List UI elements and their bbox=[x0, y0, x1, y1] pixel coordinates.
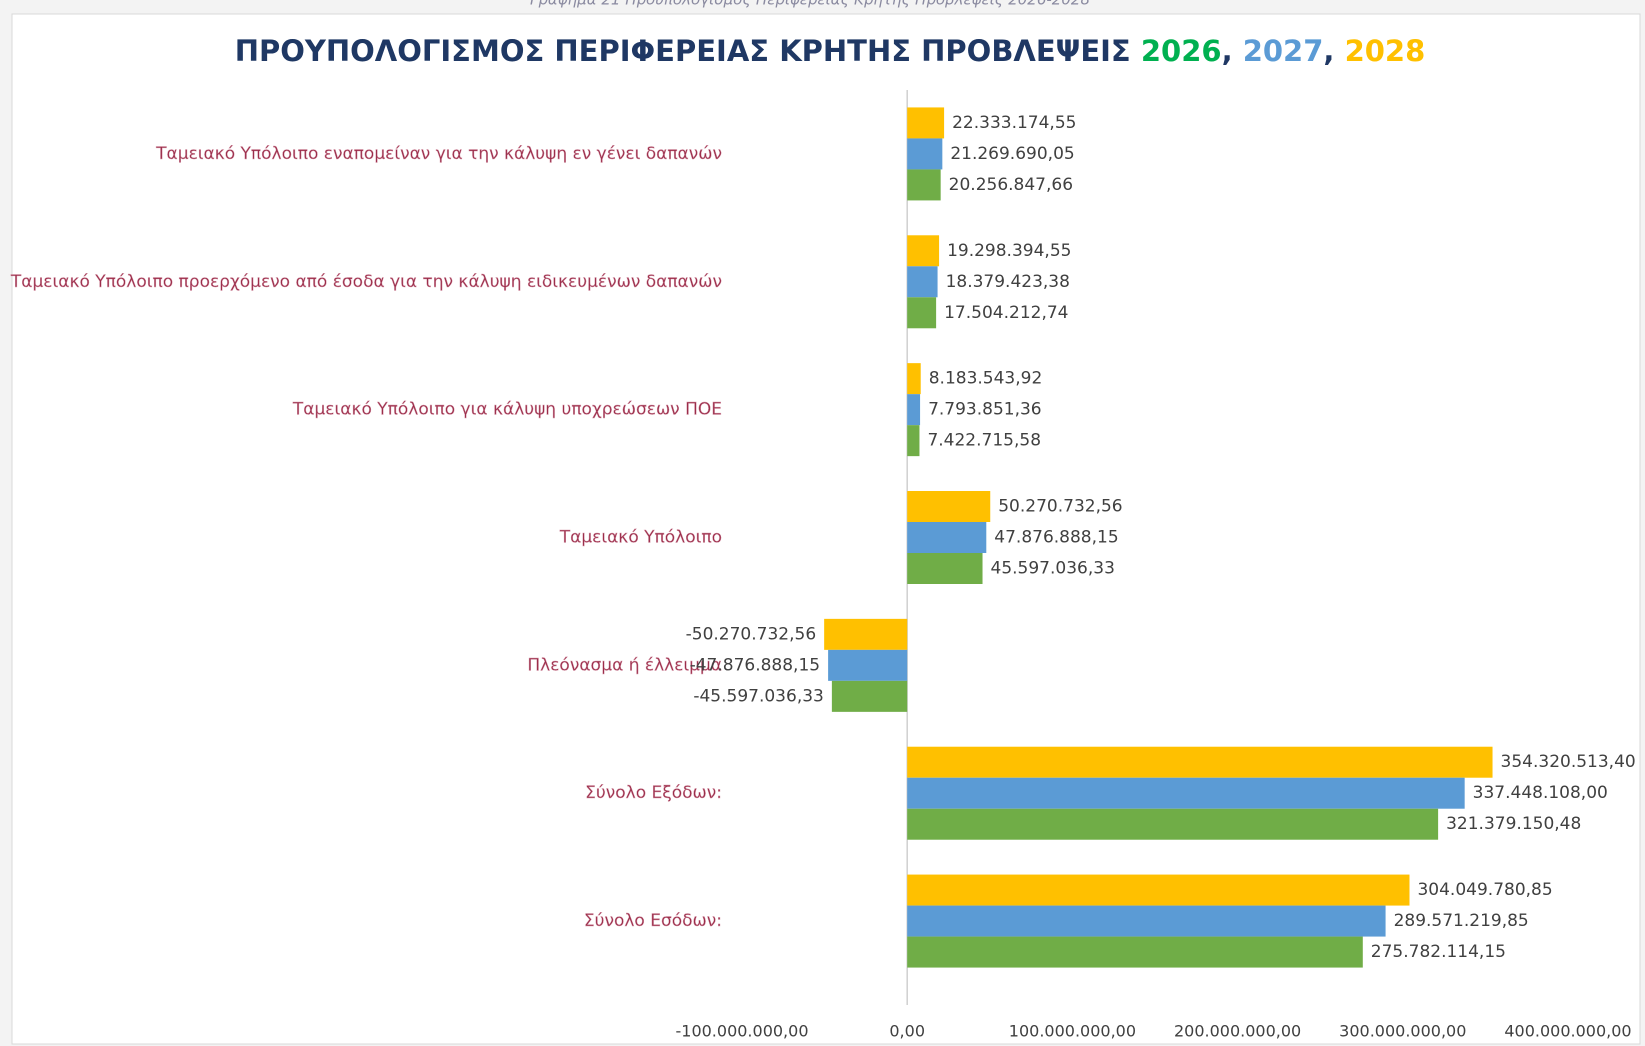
chart-frame bbox=[11, 13, 1641, 1045]
bar bbox=[824, 618, 908, 650]
x-tick-label: 400.000.000,00 bbox=[1504, 1022, 1631, 1041]
bar bbox=[907, 522, 987, 553]
value-label: 275.782.114,15 bbox=[1371, 942, 1506, 962]
value-label: 20.256.847,66 bbox=[949, 175, 1073, 195]
title-separator: , bbox=[1323, 34, 1334, 68]
value-label: 21.269.690,05 bbox=[950, 144, 1074, 164]
bar bbox=[907, 235, 940, 267]
category-label: Ταμειακό Υπόλοιπο προερχόμενο από έσοδα … bbox=[10, 272, 722, 292]
bar bbox=[907, 266, 938, 298]
bar bbox=[831, 680, 908, 712]
value-label: 50.270.732,56 bbox=[998, 497, 1122, 517]
caption: Γράφημα 21 Προϋπολογισμός Περιφέρειας Κρ… bbox=[530, 0, 1090, 9]
value-label: -45.597.036,33 bbox=[693, 686, 824, 706]
value-label: 18.379.423,38 bbox=[946, 272, 1070, 292]
bar bbox=[907, 905, 1386, 937]
value-label: 7.793.851,36 bbox=[928, 400, 1042, 420]
value-label: 321.379.150,48 bbox=[1446, 814, 1581, 834]
category-label: Σύνολο Εσόδων: bbox=[584, 911, 722, 931]
value-label: -47.876.888,15 bbox=[690, 655, 821, 675]
value-label: 8.183.543,92 bbox=[929, 369, 1043, 389]
value-label: 22.333.174,55 bbox=[952, 113, 1076, 133]
x-tick-label: -100.000.000,00 bbox=[675, 1022, 808, 1041]
chart-title: ΠΡΟΥΠΟΛΟΓΙΣΜΟΣ ΠΕΡΙΦΕΡΕΙΑΣ ΚΡΗΤΗΣ ΠΡΟΒΛΕ… bbox=[235, 34, 1426, 68]
x-tick-label: 200.000.000,00 bbox=[1174, 1022, 1301, 1041]
x-tick-label: 0,00 bbox=[889, 1022, 925, 1041]
bar bbox=[907, 297, 937, 329]
value-label: 45.597.036,33 bbox=[991, 559, 1115, 579]
title-year: 2027 bbox=[1243, 34, 1324, 68]
category-label: Σύνολο Εξόδων: bbox=[585, 783, 722, 803]
bar bbox=[907, 874, 1410, 906]
value-label: 304.049.780,85 bbox=[1417, 880, 1552, 900]
value-label: 19.298.394,55 bbox=[947, 241, 1071, 261]
value-label: -50.270.732,56 bbox=[686, 624, 817, 644]
title-year: 2028 bbox=[1345, 34, 1426, 68]
category-label: Ταμειακό Υπόλοιπο εναπομείναν για την κά… bbox=[155, 144, 722, 164]
x-tick-label: 300.000.000,00 bbox=[1339, 1022, 1466, 1041]
value-label: 337.448.108,00 bbox=[1473, 783, 1608, 803]
bar bbox=[907, 491, 991, 522]
category-label: Ταμειακό Υπόλοιπο για κάλυψη υποχρεώσεων… bbox=[292, 400, 722, 420]
title-separator: , bbox=[1222, 34, 1233, 68]
bar bbox=[907, 777, 1465, 809]
title-text: ΠΡΟΥΠΟΛΟΓΙΣΜΟΣ ΠΕΡΙΦΕΡΕΙΑΣ ΚΡΗΤΗΣ ΠΡΟΒΛΕ… bbox=[235, 34, 1131, 68]
title-year: 2026 bbox=[1141, 34, 1222, 68]
bar bbox=[907, 138, 943, 170]
bar bbox=[907, 394, 921, 426]
value-label: 354.320.513,40 bbox=[1501, 752, 1636, 772]
bar bbox=[828, 649, 908, 681]
value-label: 17.504.212,74 bbox=[944, 303, 1068, 323]
value-label: 7.422.715,58 bbox=[927, 431, 1041, 451]
x-tick-label: 100.000.000,00 bbox=[1009, 1022, 1136, 1041]
category-label: Πλεόνασμα ή έλλειμμα bbox=[527, 655, 722, 675]
value-label: 289.571.219,85 bbox=[1394, 911, 1529, 931]
bar bbox=[907, 936, 1363, 968]
category-label: Ταμειακό Υπόλοιπο bbox=[559, 528, 722, 548]
value-label: 47.876.888,15 bbox=[994, 528, 1118, 548]
bar bbox=[907, 363, 921, 395]
bar bbox=[907, 746, 1493, 778]
bar bbox=[907, 425, 920, 457]
bar bbox=[907, 808, 1439, 840]
bar bbox=[907, 553, 983, 584]
bar bbox=[907, 169, 941, 201]
bar bbox=[907, 107, 945, 139]
